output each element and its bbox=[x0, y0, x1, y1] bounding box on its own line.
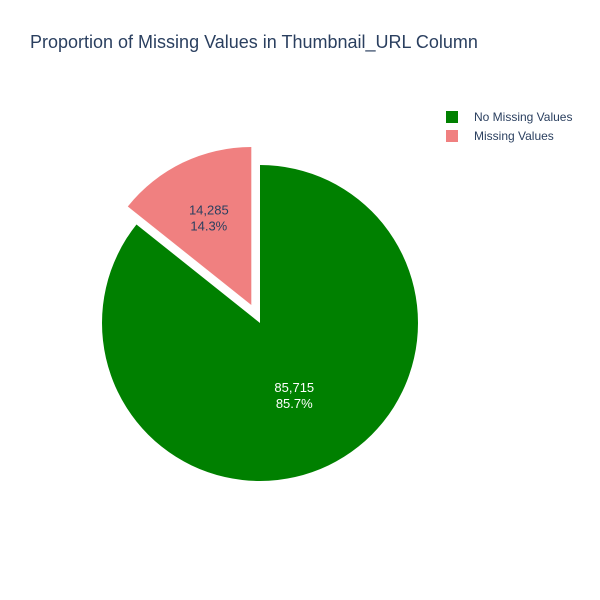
legend-label: Missing Values bbox=[474, 128, 554, 143]
legend-label: No Missing Values bbox=[474, 109, 573, 124]
slice-label-value-no-missing: 85,715 bbox=[274, 380, 314, 395]
pie-slice-no-missing-values[interactable] bbox=[102, 165, 419, 482]
legend-swatch-pink bbox=[446, 129, 458, 142]
legend-swatch-green bbox=[446, 110, 458, 123]
slice-label-percent-no-missing: 85.7% bbox=[276, 396, 313, 411]
chart-title: Proportion of Missing Values in Thumbnai… bbox=[30, 32, 478, 52]
pie-slice-missing-values[interactable] bbox=[127, 146, 252, 305]
slice-label-value-missing: 14,285 bbox=[189, 203, 229, 218]
legend: No Missing Values Missing Values bbox=[446, 107, 572, 145]
slice-label-percent-missing: 14.3% bbox=[190, 219, 227, 234]
legend-item-no-missing-values[interactable]: No Missing Values bbox=[446, 107, 572, 126]
legend-item-missing-values[interactable]: Missing Values bbox=[446, 126, 572, 145]
